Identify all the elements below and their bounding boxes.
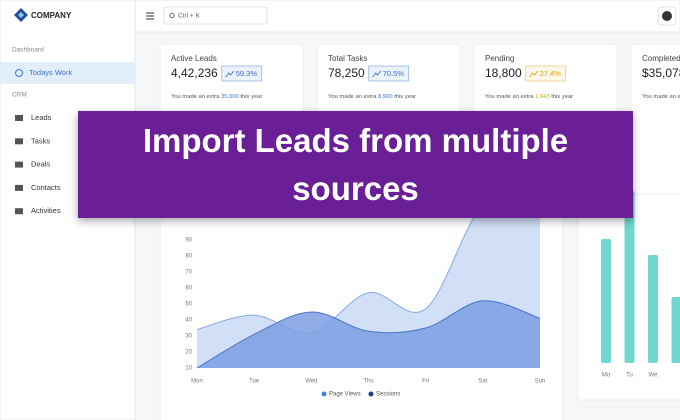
card-title: Completed bbox=[642, 54, 680, 63]
note-part: 8,900 bbox=[378, 94, 393, 100]
x-tick-label: Wed bbox=[305, 379, 317, 385]
logo-text: COMPANY bbox=[31, 11, 72, 20]
card-note: You made an extra 1,943 this year bbox=[485, 94, 573, 100]
nav-section: Dashboard bbox=[12, 47, 44, 54]
legend-label: Sessions bbox=[376, 392, 400, 398]
x-tick-label: We bbox=[649, 373, 659, 379]
github-icon bbox=[662, 11, 672, 21]
nav-item[interactable]: Leads bbox=[31, 113, 52, 122]
trend-icon bbox=[372, 70, 382, 78]
y-tick-label: 40 bbox=[185, 318, 192, 324]
banner-text: Import Leads from multiple sources bbox=[142, 121, 569, 207]
x-tick-label: Tu bbox=[626, 373, 633, 379]
y-tick-label: 50 bbox=[185, 302, 192, 308]
card-note: You made an extra 8,900 this year bbox=[328, 94, 416, 100]
area-fill bbox=[197, 300, 540, 368]
note-part: You made an e bbox=[642, 94, 680, 100]
change-value: 70.5% bbox=[383, 69, 405, 78]
bar bbox=[671, 297, 680, 363]
trend-icon bbox=[225, 70, 235, 78]
search-box[interactable] bbox=[163, 6, 268, 25]
note-part: You made an extra bbox=[328, 94, 378, 100]
change-badge bbox=[525, 65, 567, 82]
y-tick-label: 80 bbox=[185, 254, 192, 260]
nav-icon bbox=[15, 69, 23, 77]
search-icon bbox=[169, 12, 175, 19]
note-part: this year bbox=[239, 94, 263, 100]
card-title: Total Tasks bbox=[328, 54, 367, 63]
card-value: 78,250 bbox=[328, 66, 365, 80]
nav-icon bbox=[15, 184, 23, 191]
y-tick-label: 70 bbox=[185, 270, 192, 276]
x-tick-label: Mo bbox=[602, 373, 611, 379]
change-badge bbox=[368, 65, 410, 82]
note-part: You made an extra bbox=[171, 94, 221, 100]
legend-marker bbox=[321, 391, 327, 397]
bar bbox=[648, 255, 658, 363]
y-tick-label: 20 bbox=[185, 350, 192, 356]
note-part: this year bbox=[550, 94, 574, 100]
card-value: 18,800 bbox=[485, 66, 522, 80]
card-note: You made an e bbox=[642, 94, 680, 100]
nav-icon bbox=[15, 138, 23, 145]
y-tick-label: 90 bbox=[185, 238, 192, 244]
nav-item[interactable]: Tasks bbox=[31, 136, 50, 145]
card-note: You made an extra 35,000 this year bbox=[171, 94, 262, 100]
card-value: 4,42,236 bbox=[171, 66, 218, 80]
change-value: 59.3% bbox=[236, 69, 258, 78]
nav-section: CRM bbox=[12, 92, 27, 99]
y-tick-label: 10 bbox=[185, 366, 192, 372]
y-tick-label: 30 bbox=[185, 334, 192, 340]
x-tick-label: Fri bbox=[422, 379, 429, 385]
nav-item[interactable]: Activities bbox=[31, 206, 61, 215]
note-part: this year bbox=[393, 94, 417, 100]
nav-icon bbox=[15, 208, 23, 215]
nav-item[interactable]: Contacts bbox=[31, 183, 61, 192]
x-tick-label: Sun bbox=[535, 379, 546, 385]
search-placeholder: Ctrl + K bbox=[178, 13, 201, 20]
nav-icon bbox=[15, 161, 23, 168]
menu-icon[interactable] bbox=[146, 12, 154, 20]
nav-active bbox=[0, 62, 135, 84]
x-tick-label: Sat bbox=[478, 379, 487, 385]
change-badge bbox=[221, 65, 263, 82]
logo-icon bbox=[18, 12, 24, 18]
note-part: You made an extra bbox=[485, 94, 535, 100]
bar bbox=[624, 191, 635, 363]
card-value: $35,078 bbox=[642, 66, 680, 80]
x-tick-label: Mon bbox=[191, 379, 203, 385]
bar bbox=[601, 239, 611, 363]
x-tick-label: Tue bbox=[249, 379, 260, 385]
legend-marker bbox=[368, 391, 374, 397]
banner: Import Leads from multiple sources bbox=[78, 111, 633, 218]
x-tick-label: Thu bbox=[363, 379, 373, 385]
legend-label: Page Views bbox=[329, 392, 361, 398]
nav-item[interactable]: Deals bbox=[31, 160, 50, 169]
card-title: Active Leads bbox=[171, 54, 217, 63]
nav-icon bbox=[15, 115, 23, 121]
y-tick-label: 60 bbox=[185, 286, 192, 292]
change-value: 27.4% bbox=[540, 69, 562, 78]
card-title: Pending bbox=[485, 54, 514, 63]
nav-item[interactable]: Todays Work bbox=[29, 68, 72, 77]
trend-icon bbox=[529, 70, 539, 78]
note-part: 1,943 bbox=[535, 94, 550, 100]
note-part: 35,000 bbox=[221, 94, 239, 100]
area-line bbox=[196, 300, 541, 369]
